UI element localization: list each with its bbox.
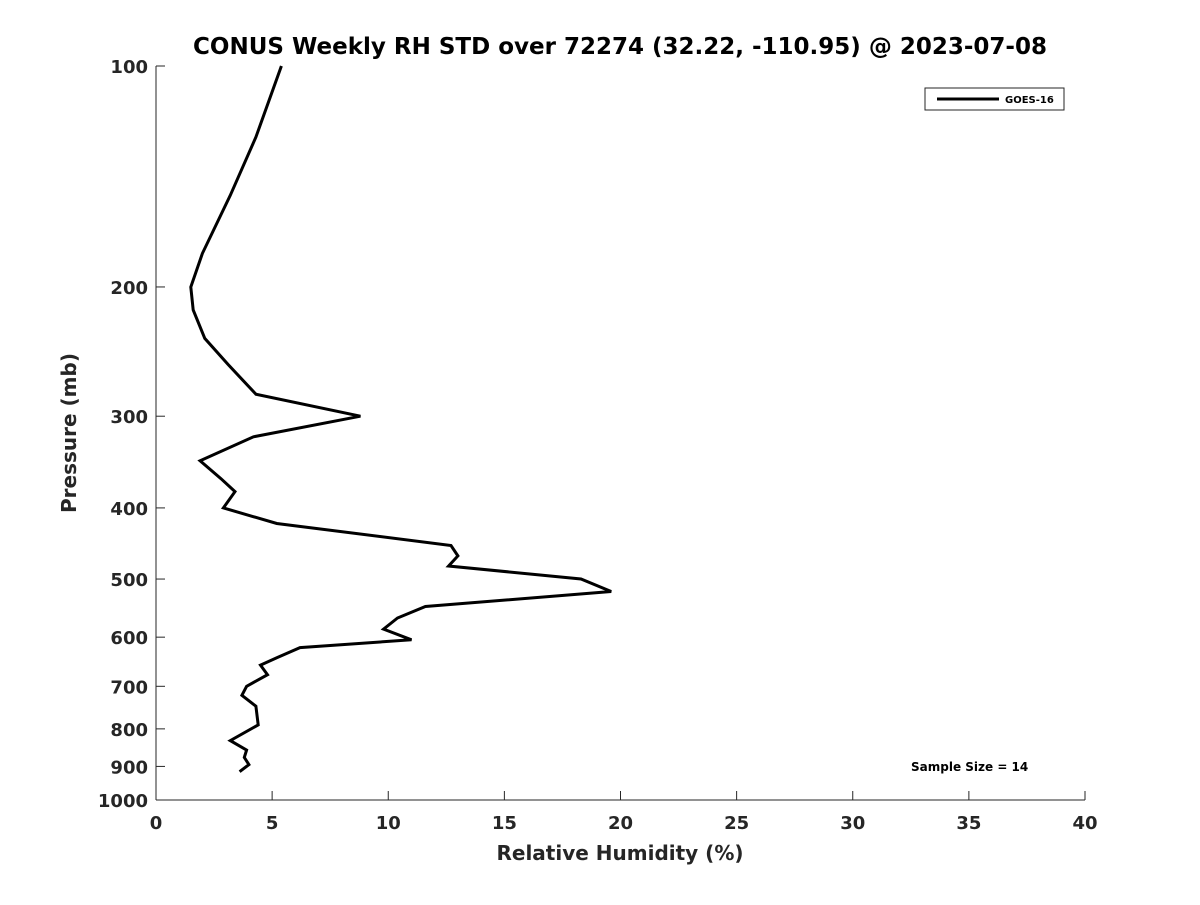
x-tick-label: 10 — [376, 813, 401, 834]
y-tick-label: 500 — [110, 570, 148, 591]
x-axis-label: Relative Humidity (%) — [496, 841, 743, 865]
series-line-goes-16 — [189, 65, 612, 773]
y-tick-label: 200 — [110, 278, 148, 299]
x-tick-label: 15 — [492, 813, 517, 834]
series-group — [189, 65, 612, 773]
sample-size-annotation: Sample Size = 14 — [911, 760, 1028, 774]
y-tick-label: 400 — [110, 499, 148, 520]
y-tick-label: 900 — [110, 757, 148, 778]
x-tick-label: 40 — [1072, 813, 1097, 834]
y-tick-label: 600 — [110, 628, 148, 649]
y-tick-label: 300 — [110, 407, 148, 428]
chart-title: CONUS Weekly RH STD over 72274 (32.22, -… — [193, 34, 1047, 60]
y-axis-label: Pressure (mb) — [57, 353, 81, 513]
y-tick-label: 800 — [110, 720, 148, 741]
legend: GOES-16 — [924, 87, 1065, 111]
legend-label: GOES-16 — [1005, 95, 1054, 106]
y-ticks: 100 200 300 400 500 600 700 800 900 1000 — [98, 57, 165, 812]
x-tick-label: 30 — [840, 813, 865, 834]
x-tick-label: 0 — [150, 813, 163, 834]
y-tick-label: 100 — [110, 57, 148, 78]
y-tick-label: 1000 — [98, 791, 148, 812]
x-tick-label: 5 — [266, 813, 279, 834]
x-tick-label: 20 — [608, 813, 633, 834]
x-tick-label: 25 — [724, 813, 749, 834]
y-tick-label: 700 — [110, 677, 148, 698]
x-ticks: 0 5 10 15 20 25 30 35 40 — [150, 791, 1098, 834]
x-tick-label: 35 — [956, 813, 981, 834]
